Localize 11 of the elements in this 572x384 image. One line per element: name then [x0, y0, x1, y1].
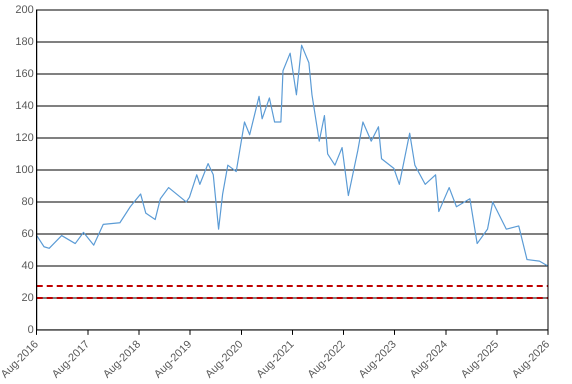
- y-tick-label: 40: [21, 260, 34, 272]
- y-tick-label: 140: [15, 100, 34, 112]
- y-tick-label: 20: [21, 292, 34, 304]
- y-tick-label: 120: [15, 132, 34, 144]
- y-tick-label: 80: [21, 196, 34, 208]
- y-tick-label: 100: [15, 164, 34, 176]
- y-tick-label: 180: [15, 36, 34, 48]
- y-tick-label: 0: [28, 324, 34, 336]
- y-tick-label: 60: [21, 228, 34, 240]
- y-tick-label: 200: [15, 4, 34, 16]
- y-tick-label: 160: [15, 68, 34, 80]
